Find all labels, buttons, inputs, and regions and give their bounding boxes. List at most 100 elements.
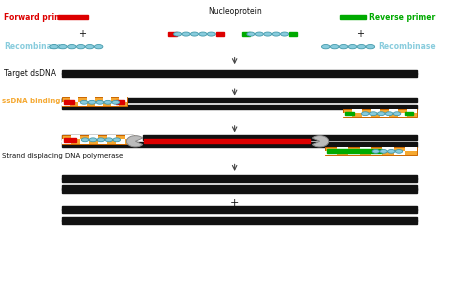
- Bar: [145, 139, 310, 143]
- Bar: [348, 151, 360, 155]
- Ellipse shape: [105, 138, 113, 142]
- Bar: [325, 147, 417, 155]
- Text: +: +: [230, 198, 239, 208]
- Bar: [340, 15, 366, 19]
- Ellipse shape: [76, 44, 85, 49]
- Ellipse shape: [191, 32, 199, 36]
- Bar: [111, 102, 119, 106]
- Bar: [64, 100, 74, 104]
- Bar: [62, 142, 417, 147]
- Text: +: +: [79, 29, 86, 39]
- Bar: [380, 113, 389, 117]
- Bar: [62, 220, 417, 224]
- Ellipse shape: [68, 44, 76, 49]
- Ellipse shape: [377, 112, 385, 116]
- Ellipse shape: [330, 44, 339, 49]
- Bar: [389, 109, 398, 113]
- Bar: [95, 102, 103, 106]
- Bar: [383, 147, 394, 151]
- Bar: [64, 138, 76, 142]
- Bar: [325, 151, 337, 155]
- Ellipse shape: [207, 32, 215, 36]
- Ellipse shape: [50, 44, 58, 49]
- Ellipse shape: [255, 32, 263, 36]
- Ellipse shape: [385, 112, 393, 116]
- Bar: [62, 188, 417, 193]
- Bar: [394, 151, 405, 155]
- Ellipse shape: [357, 44, 366, 49]
- Text: Recombinase: Recombinase: [378, 42, 436, 51]
- Bar: [371, 151, 383, 155]
- Ellipse shape: [173, 32, 182, 36]
- Bar: [62, 209, 417, 213]
- Bar: [353, 109, 362, 113]
- Ellipse shape: [112, 100, 119, 104]
- Bar: [62, 135, 133, 139]
- Ellipse shape: [369, 112, 377, 116]
- Ellipse shape: [199, 32, 207, 36]
- Ellipse shape: [81, 138, 89, 142]
- Ellipse shape: [393, 112, 401, 116]
- Ellipse shape: [94, 44, 103, 49]
- Bar: [89, 135, 98, 139]
- Bar: [405, 147, 417, 151]
- Bar: [62, 135, 134, 144]
- Ellipse shape: [321, 44, 330, 49]
- Ellipse shape: [264, 32, 272, 36]
- Bar: [78, 102, 87, 106]
- Bar: [62, 178, 417, 182]
- Ellipse shape: [366, 44, 374, 49]
- Bar: [119, 97, 128, 102]
- Ellipse shape: [97, 138, 105, 142]
- Ellipse shape: [272, 32, 280, 36]
- Text: Recombinase: Recombinase: [4, 42, 62, 51]
- Ellipse shape: [388, 150, 395, 153]
- Bar: [62, 105, 417, 109]
- Bar: [62, 98, 417, 102]
- Bar: [343, 109, 417, 117]
- Bar: [125, 135, 134, 139]
- Bar: [343, 113, 353, 117]
- Ellipse shape: [85, 44, 94, 49]
- Bar: [398, 113, 408, 117]
- Bar: [62, 102, 70, 106]
- Ellipse shape: [247, 32, 255, 36]
- Bar: [62, 70, 417, 74]
- Bar: [62, 97, 128, 106]
- Text: Strand displacing DNA polymerase: Strand displacing DNA polymerase: [1, 153, 123, 159]
- Ellipse shape: [182, 32, 190, 36]
- Bar: [362, 113, 371, 117]
- Bar: [62, 185, 417, 190]
- Text: +: +: [356, 29, 364, 39]
- Ellipse shape: [380, 150, 387, 153]
- Bar: [144, 135, 417, 139]
- Ellipse shape: [96, 100, 104, 104]
- Bar: [62, 217, 417, 221]
- Text: Reverse primer: Reverse primer: [369, 13, 436, 21]
- Ellipse shape: [372, 150, 380, 153]
- Bar: [62, 73, 417, 77]
- Bar: [345, 112, 354, 116]
- Ellipse shape: [59, 44, 67, 49]
- Bar: [168, 32, 176, 36]
- Bar: [103, 97, 111, 102]
- Wedge shape: [127, 136, 143, 147]
- Bar: [87, 97, 95, 102]
- Text: Nucleoprotein: Nucleoprotein: [208, 7, 262, 15]
- Bar: [289, 32, 297, 36]
- Bar: [62, 175, 417, 179]
- Bar: [80, 139, 89, 144]
- Ellipse shape: [339, 44, 348, 49]
- Bar: [107, 135, 116, 139]
- Bar: [116, 139, 125, 144]
- Bar: [327, 149, 382, 153]
- Bar: [70, 97, 78, 102]
- Ellipse shape: [113, 138, 120, 142]
- Wedge shape: [312, 136, 328, 147]
- Bar: [337, 147, 348, 151]
- Bar: [242, 32, 250, 36]
- Bar: [71, 135, 80, 139]
- Bar: [360, 147, 371, 151]
- Bar: [62, 206, 417, 210]
- Text: ssDNA binding protein: ssDNA binding protein: [1, 98, 91, 104]
